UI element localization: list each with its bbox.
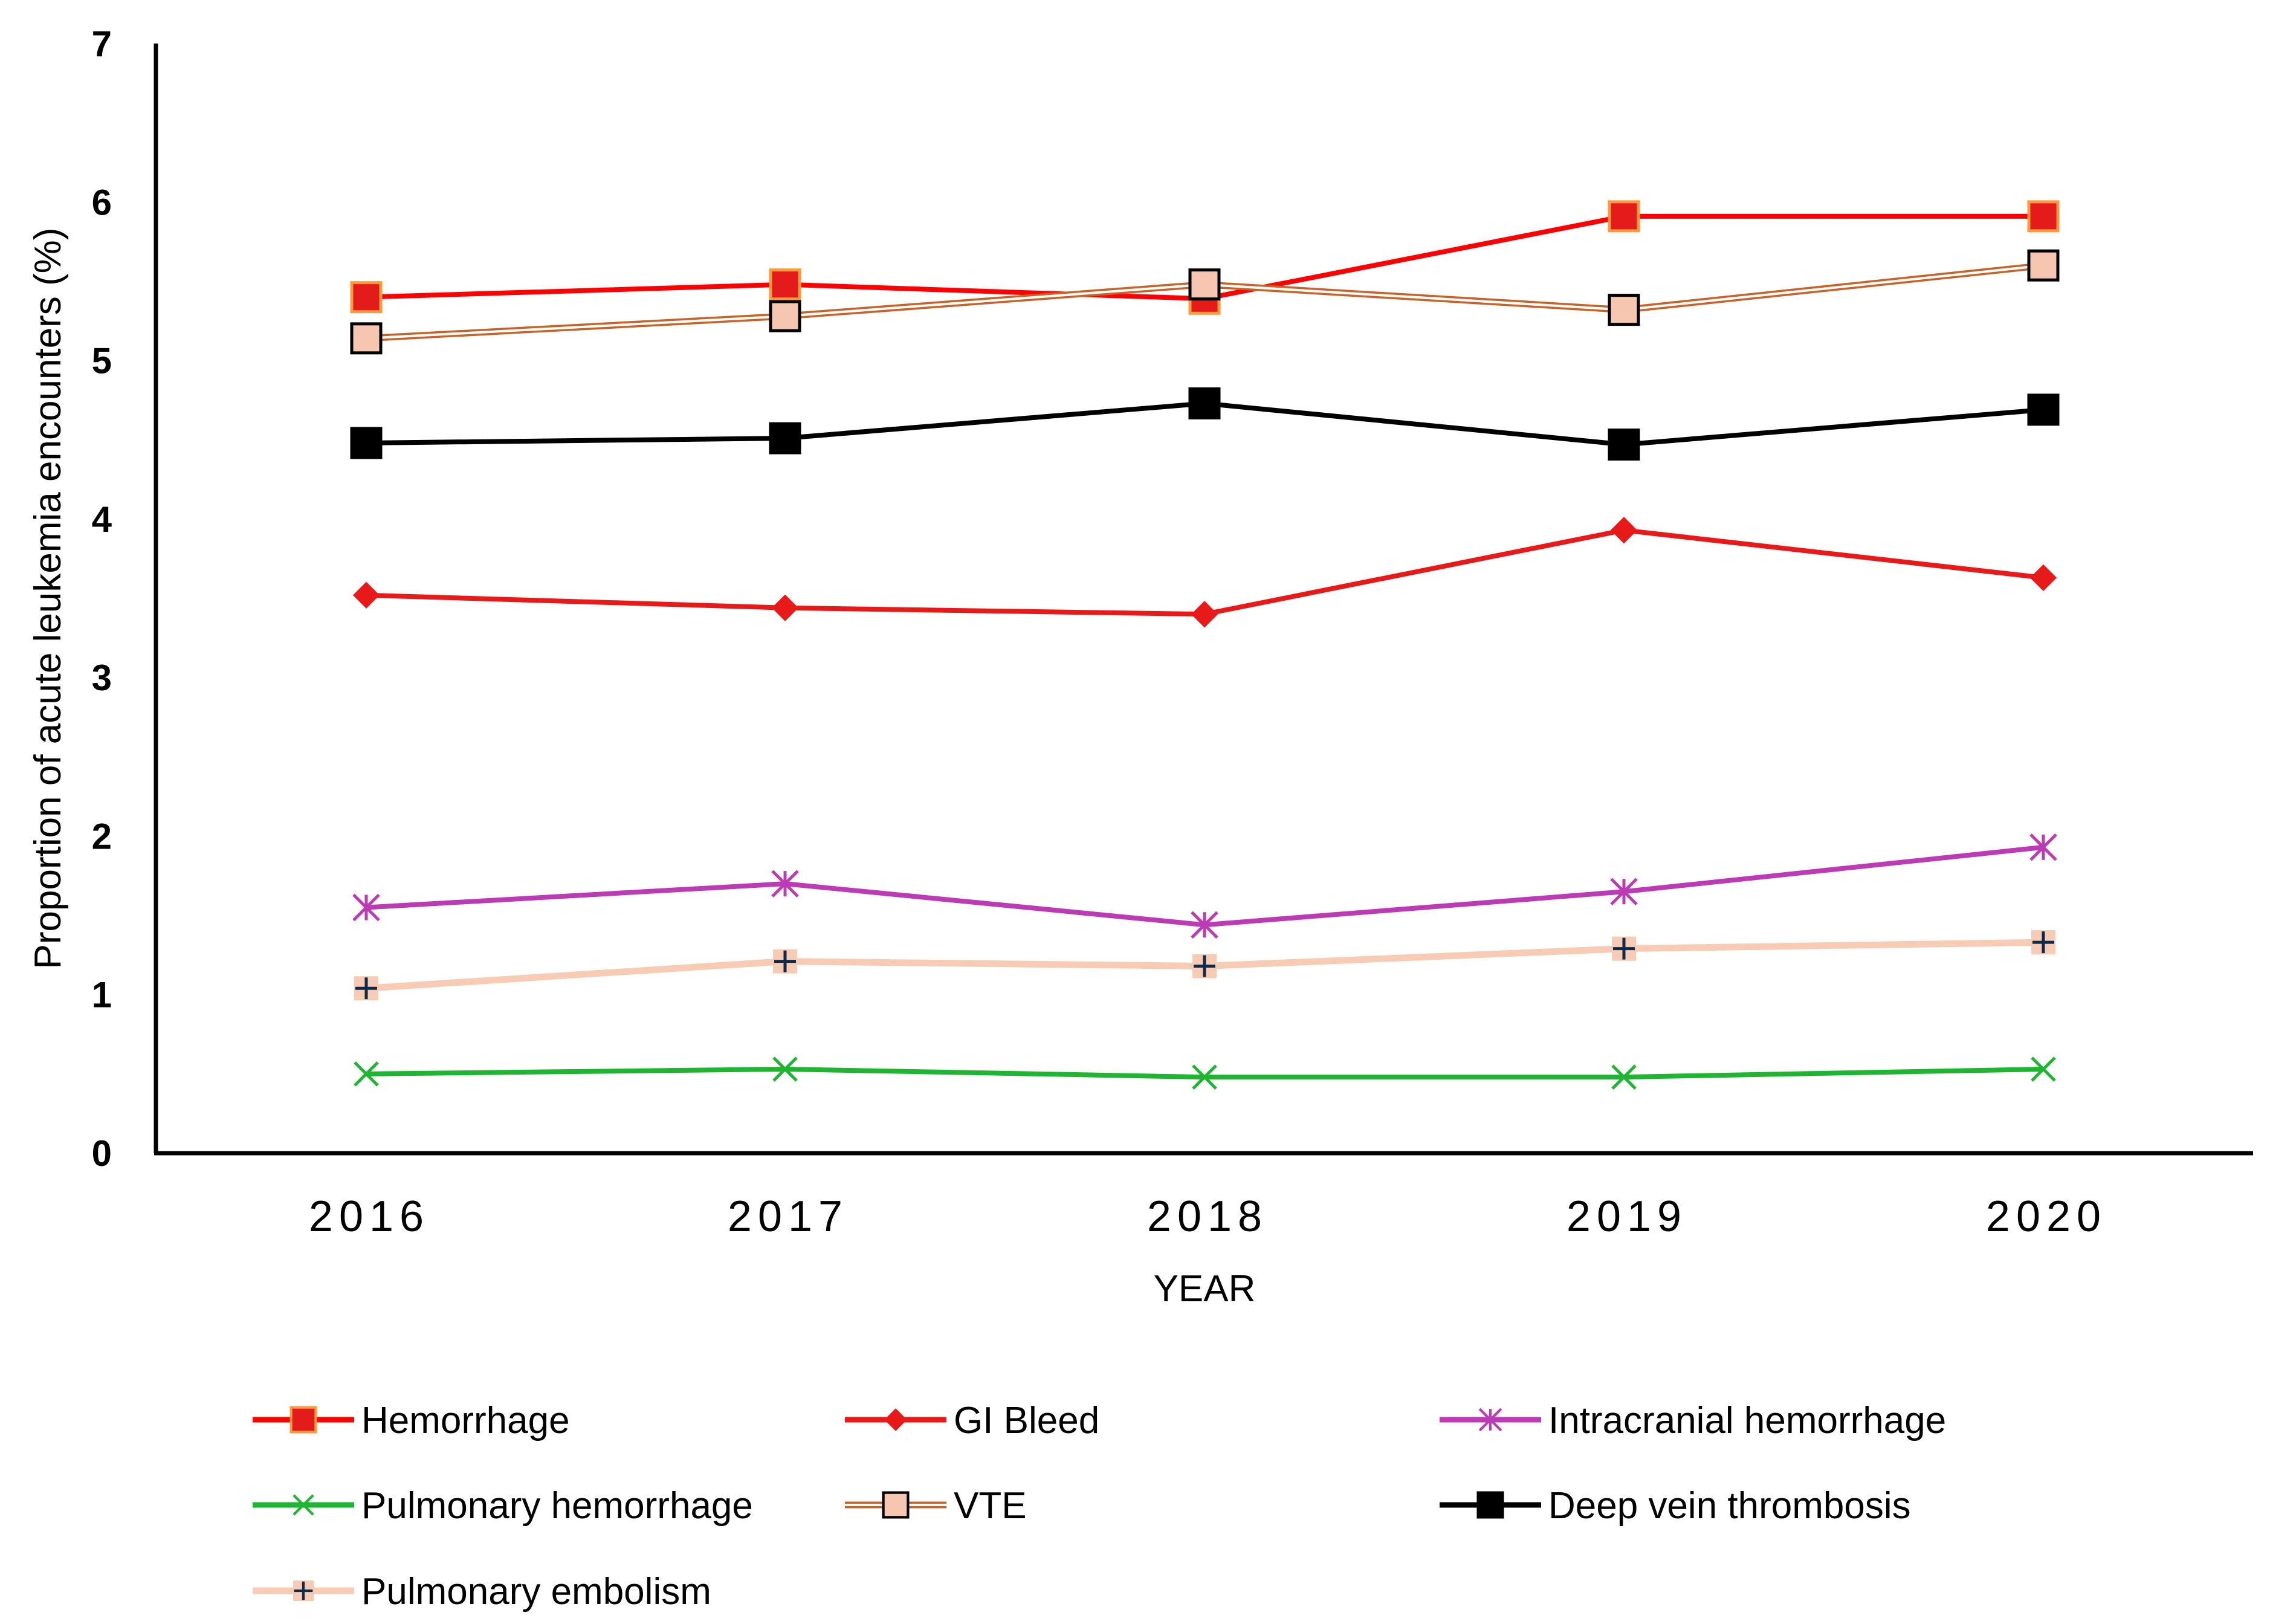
data-point [769,300,801,332]
series-layer [350,200,2060,1090]
data-point [1192,1064,1217,1090]
legend-item-vte: VTE [845,1485,1027,1527]
series-gi-bleed [352,517,2057,628]
legend-label: Intracranial hemorrhage [1548,1400,1946,1441]
legend-label: VTE [954,1485,1027,1527]
data-point [2031,1056,2056,1082]
legend-label: GI Bleed [954,1400,1099,1441]
data-point [1188,268,1221,301]
axes [154,44,2253,1156]
data-point [2029,564,2057,592]
legend-swatch-marker [294,1581,313,1600]
y-tick-label: 5 [92,341,112,381]
legend-label: Deep vein thrombosis [1548,1485,1911,1527]
data-point [772,1056,798,1082]
data-point [350,427,383,459]
data-point [1610,878,1638,905]
data-point [1608,429,1640,461]
data-point [354,1061,379,1087]
legend-label: Pulmonary hemorrhage [361,1485,753,1527]
series-pulmonary-hemorrhage [354,1056,2056,1090]
data-point [2032,931,2054,954]
data-point [1191,601,1218,628]
data-point [1191,911,1218,939]
data-point [1611,1064,1637,1090]
data-point [1608,294,1640,326]
data-point [1188,387,1221,419]
data-point [769,422,801,455]
data-point [2027,393,2060,426]
legend-item-deep-vein-thrombosis: Deep vein thrombosis [1440,1485,1911,1527]
data-point [774,950,796,972]
x-tick-label: 2017 [728,1192,849,1241]
legend-item-hemorrhage: Hemorrhage [253,1400,570,1441]
data-point [2027,249,2060,282]
data-point [1610,517,1638,544]
y-tick-label: 7 [92,24,112,64]
y-tick-label: 1 [92,975,112,1015]
legend-swatch-marker [1476,1491,1504,1519]
data-point [1194,955,1215,977]
legend-swatch-marker [293,1494,314,1516]
legend-item-pulmonary-embolism: Pulmonary embolism [253,1571,711,1613]
legend-label: Pulmonary embolism [361,1571,711,1613]
series-pulmonary-embolism [354,930,2055,1001]
x-tick-label: 2019 [1567,1192,1687,1241]
data-point [769,268,801,301]
data-point [355,977,377,1000]
y-tick-label: 6 [92,182,112,222]
data-point [350,281,383,314]
x-tick-label: 2018 [1147,1192,1268,1241]
y-axis-title: Proportion of acute leukemia encounters … [27,228,69,969]
legend-swatch-marker [882,1491,910,1519]
data-point [1608,200,1640,233]
data-point [350,322,383,355]
legend-item-pulmonary-hemorrhage: Pulmonary hemorrhage [253,1485,753,1527]
data-point [771,870,799,898]
y-tick-label: 2 [92,816,112,856]
legend-item-gi-bleed: GI Bleed [845,1400,1099,1441]
x-tick-label: 2016 [309,1192,430,1241]
x-tick-labels: 2016 2017 2018 2019 2020 [309,1192,2107,1241]
legend-swatch-marker [289,1406,317,1434]
y-tick-label: 3 [92,658,112,698]
series-vte [350,249,2060,355]
data-point [2027,200,2060,233]
legend-swatch-marker [884,1408,907,1431]
data-point [771,594,799,621]
data-point [1613,937,1635,960]
legend-label: Hemorrhage [361,1400,570,1441]
data-point [2029,833,2057,861]
series-intracranial-hemorrhage [352,833,2057,939]
x-tick-label: 2020 [1986,1192,2107,1241]
data-point [352,581,380,609]
data-point [352,893,380,922]
legend-item-intracranial-hemorrhage: Intracranial hemorrhage [1440,1400,1946,1441]
y-tick-label: 4 [92,499,112,540]
y-tick-label: 0 [92,1133,112,1174]
x-axis-title: YEAR [1154,1268,1256,1310]
series-deep-vein-thrombosis [350,387,2060,461]
legend: Hemorrhage GI Bleed Intracranial hemorrhag… [253,1400,1946,1613]
legend-swatch-marker [1478,1408,1502,1432]
y-tick-labels: 0 1 2 3 4 5 6 7 [92,24,112,1174]
